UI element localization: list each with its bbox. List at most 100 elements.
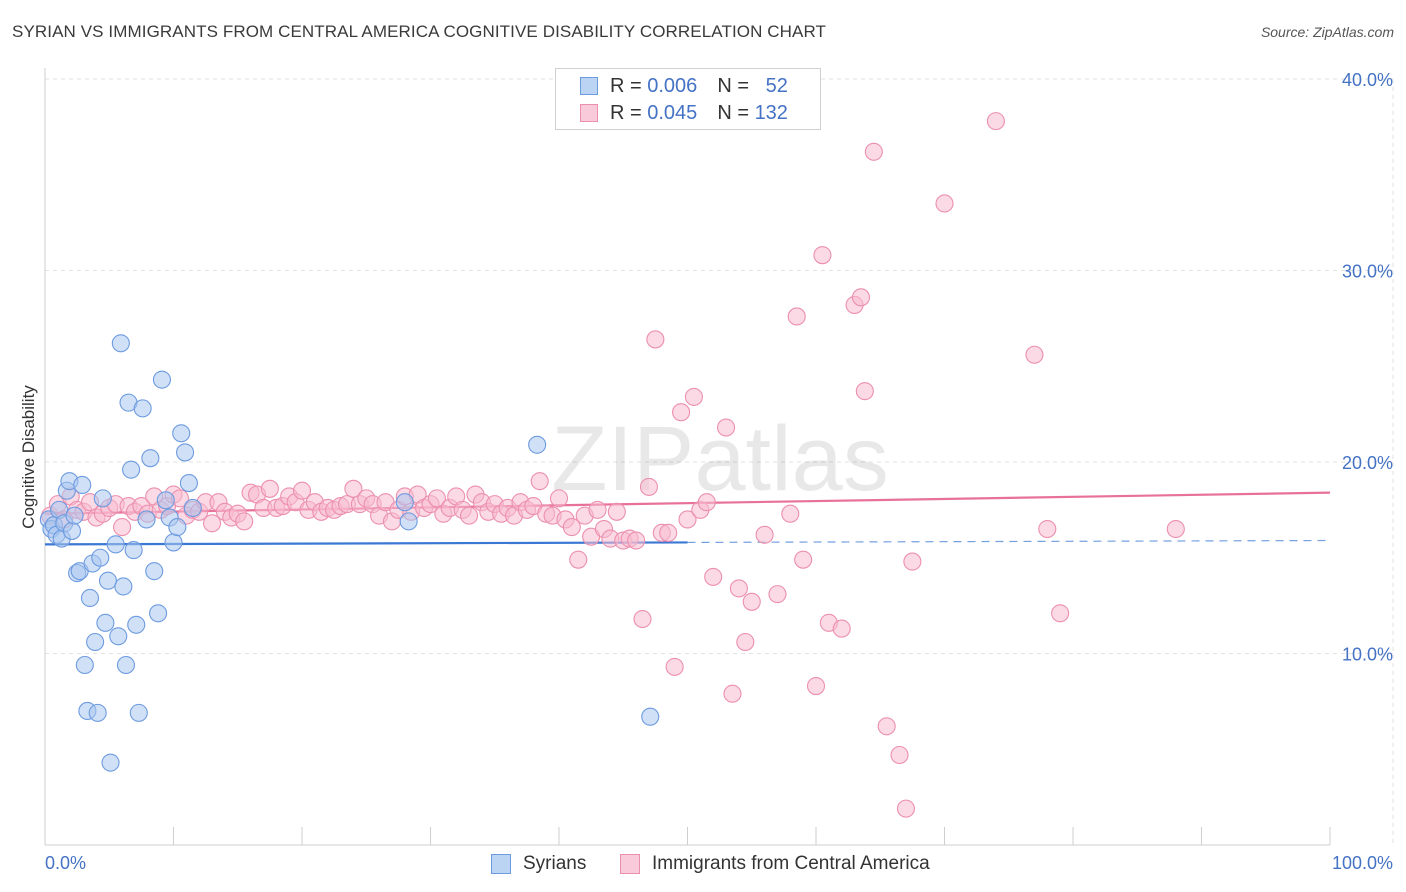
central-america-point <box>549 489 569 508</box>
syrians-point <box>73 475 92 495</box>
central-america-point <box>903 552 922 571</box>
central-america-point <box>768 585 787 604</box>
tick-labels: 10.0% 20.0% 30.0% 40.0% 0.0% 100.0% <box>45 70 1393 873</box>
central-america-point <box>1038 519 1057 539</box>
central-america-point <box>1166 519 1185 539</box>
syrians-point <box>395 493 414 512</box>
syrians-point <box>98 571 118 590</box>
legend-r-value: 0.045 <box>647 101 698 124</box>
syrians-point <box>80 588 100 608</box>
syrians-point <box>129 703 148 722</box>
central-america-point <box>781 504 800 523</box>
legend-r-label: R = <box>610 101 642 124</box>
legend-n-value: 132 <box>754 101 788 124</box>
syrians-point <box>127 615 146 634</box>
y-tick-label: 40.0% <box>1342 70 1393 90</box>
central-america-point <box>588 500 607 519</box>
central-america-point <box>896 799 916 818</box>
syrians-point <box>141 449 160 468</box>
central-america-point <box>787 307 806 326</box>
syrians-point <box>96 613 115 632</box>
central-america-point <box>813 246 832 265</box>
central-america-point <box>864 142 883 161</box>
syrians-point <box>641 707 660 726</box>
central-america-point <box>877 717 896 736</box>
syrians-point <box>168 518 187 537</box>
central-america-point <box>672 403 691 422</box>
central-america-point <box>646 330 665 349</box>
data-points <box>39 112 1185 818</box>
syrians-point <box>114 577 133 596</box>
central-america-point <box>1025 345 1044 364</box>
central-america-swatch <box>620 854 640 874</box>
legend-row-central-america: R = 0.045 N = 132 <box>580 100 788 126</box>
syrians-point <box>152 370 171 389</box>
central-america-point <box>344 479 363 498</box>
x-tick-label: 100.0% <box>1332 853 1393 873</box>
syrians-swatch <box>580 77 598 95</box>
syrians-point <box>183 498 202 518</box>
stats-legend: R = 0.006 N = 52 R = 0.045 N = 132 <box>555 68 821 130</box>
central-america-point <box>986 112 1005 131</box>
legend-n-label: N = <box>717 74 749 97</box>
syrians-point <box>122 460 141 479</box>
axes <box>44 68 1331 846</box>
central-america-point <box>794 550 813 569</box>
syrians-point <box>65 506 84 525</box>
central-america-point <box>113 518 132 537</box>
central-america-point <box>607 502 626 521</box>
legend-row-syrians: R = 0.006 N = 52 <box>580 73 788 99</box>
syrians-point <box>176 443 195 462</box>
central-america-point <box>806 677 826 696</box>
chart-title: SYRIAN VS IMMIGRANTS FROM CENTRAL AMERIC… <box>12 22 827 41</box>
central-america-point <box>832 619 851 638</box>
central-america-point <box>665 657 684 676</box>
legend-r-label: R = <box>610 74 642 97</box>
syrians-point <box>109 627 128 646</box>
syrians-point <box>106 535 125 554</box>
central-america-point <box>530 472 549 491</box>
central-america-point <box>935 194 954 213</box>
syrians-point <box>86 632 105 652</box>
bottom-legend-central-america: Immigrants from Central America <box>620 852 930 876</box>
central-america-swatch <box>580 104 598 122</box>
syrians-point <box>145 562 164 581</box>
syrians-point <box>137 510 156 529</box>
central-america-point <box>684 387 703 406</box>
central-america-point <box>855 382 874 401</box>
central-america-point <box>755 525 774 544</box>
syrians-point <box>179 474 198 493</box>
syrians-point <box>156 491 175 510</box>
central-america-point <box>659 523 678 542</box>
central-america-point <box>639 477 659 496</box>
central-america-point <box>627 531 646 550</box>
legend-n-label: N = <box>717 101 749 124</box>
syrians-point <box>62 521 82 540</box>
central-america-point <box>697 493 716 512</box>
bottom-legend-syrians-label: Syrians <box>523 853 587 874</box>
central-america-point <box>569 550 588 569</box>
syrians-point <box>124 541 143 560</box>
syrians-swatch <box>491 854 511 874</box>
central-america-point <box>678 510 697 529</box>
central-america-point <box>729 579 748 598</box>
central-america-point <box>235 512 254 531</box>
central-america-point <box>459 506 479 525</box>
x-tick-label: 0.0% <box>45 853 86 873</box>
central-america-point <box>742 592 761 611</box>
syrians-point <box>164 533 183 552</box>
central-america-point <box>260 479 279 498</box>
legend-n-value: 52 <box>765 74 788 97</box>
syrians-trend-line <box>44 541 688 546</box>
legend-r-value: 0.006 <box>647 74 698 97</box>
syrians-point <box>399 512 418 531</box>
syrians-point <box>88 703 107 722</box>
central-america-point <box>704 567 723 586</box>
central-america-point <box>723 684 742 703</box>
syrians-point <box>149 604 168 623</box>
syrians-point <box>91 548 110 567</box>
syrians-point <box>75 655 94 675</box>
bottom-legend-syrians: Syrians <box>491 852 586 876</box>
central-america-point <box>851 288 871 307</box>
